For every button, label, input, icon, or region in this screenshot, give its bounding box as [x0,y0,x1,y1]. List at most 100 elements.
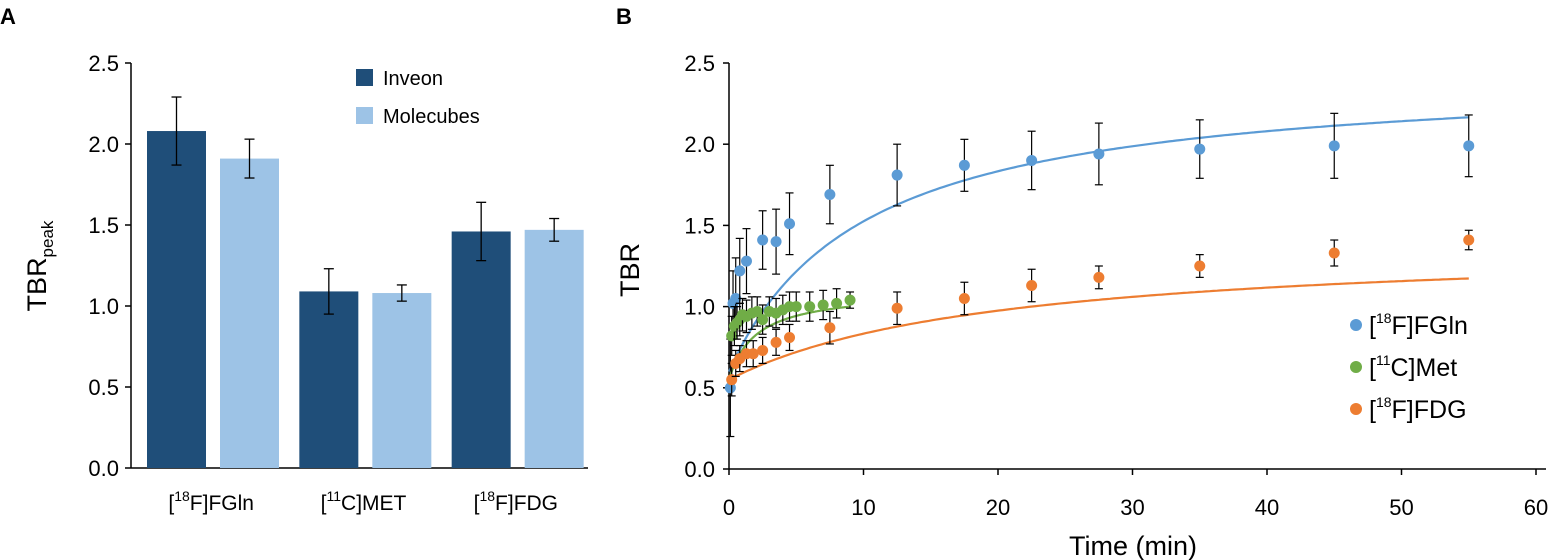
y-tick-label-a: 2.0 [88,132,119,157]
y-tick-label-a: 1.0 [88,294,119,319]
legend-swatch-molecubes [356,107,373,124]
data-point-cmet [817,299,829,311]
y-tick-label-b: 0.5 [684,376,715,401]
x-axis-title-b: Time (min) [1069,531,1197,560]
legend-label-ffgln-pre: [ [1369,312,1376,340]
data-point-ffdg [891,302,903,314]
bar-inveon [451,231,511,468]
legend-label-cmet-sup: 11 [1376,352,1391,368]
x-tick-label-b: 60 [1524,495,1548,520]
legend-label-ffgln: [18F]FGln [1369,310,1468,340]
chart-panel-b: 0.0 0.5 1.0 1.5 2.0 2.5 0 10 20 30 40 50 60 Time (min… [615,51,1548,560]
data-point-ffgln [724,382,736,394]
y-tick-label-b: 1.0 [684,295,715,320]
data-point-ffgln [734,265,746,277]
legend-label-ffgln-sup: 18 [1376,310,1392,326]
data-point-cmet [790,301,802,313]
data-point-ffdg [1194,260,1206,272]
data-point-ffgln [824,189,836,201]
data-point-ffdg [784,331,796,343]
bar-inveon [299,291,359,468]
data-point-ffgln [1194,143,1206,155]
data-point-ffgln [770,236,782,248]
y-tick-label-a: 1.5 [88,213,119,238]
data-point-ffdg [747,348,759,360]
y-tick-label-b: 2.5 [684,51,715,76]
category-label-post: F]FDG [495,492,558,515]
legend-marker-cmet [1350,361,1362,373]
x-tick-label-b: 30 [1120,495,1144,520]
data-point-ffgln [784,218,796,230]
x-tick-label-b: 40 [1255,495,1279,520]
category-label-pre: [ [321,492,327,515]
bar-inveon [147,131,206,469]
data-point-cmet [804,301,816,313]
category-label-pre: [ [474,492,480,515]
data-point-cmet [844,294,856,306]
data-point-cmet [831,297,843,309]
category-label-post: F]FGln [190,492,254,515]
data-point-ffgln [1328,140,1340,152]
x-tick-label-b: 0 [723,495,735,520]
data-point-ffgln [757,234,769,246]
y-tick-label-b: 0.0 [684,457,715,482]
fit-curve-ffdg [728,277,1469,381]
y-tick-label-b: 2.0 [684,132,715,157]
y-tick-label-a: 2.5 [88,51,119,76]
y-axis-title-a: TBRpeak [22,220,57,311]
bar-molecubes [220,158,279,468]
data-point-ffdg [1328,247,1340,259]
bar-molecubes [524,229,584,468]
data-point-ffdg [1093,271,1105,283]
y-tick-label-a: 0.0 [88,456,119,481]
category-label-sup: 11 [326,488,341,504]
legend-label-cmet-post: C]Met [1391,354,1458,382]
data-point-ffgln [740,255,752,267]
category-label: [18F]FDG [474,488,558,515]
x-tick-label-b: 10 [851,495,875,520]
legend-label-cmet: [11C]Met [1369,352,1457,382]
y-axis-title-sub: peak [38,220,57,257]
category-label-sup: 18 [174,488,190,504]
legend-label-ffdg-post: F]FDG [1392,396,1467,424]
data-point-ffdg [958,292,970,304]
data-point-cmet [757,314,769,326]
category-label: [11C]MET [321,488,407,515]
category-label-post: C]MET [341,492,407,515]
panel-a-letter: A [0,4,16,29]
data-point-ffdg [770,336,782,348]
data-point-ffgln [730,292,742,304]
legend-label-ffdg: [18F]FDG [1369,394,1467,424]
bar-molecubes [372,293,432,468]
data-point-ffgln [958,159,970,171]
y-axis-title-b: TBR [615,243,645,297]
y-axis-title-main: TBR [22,257,52,311]
panel-b-letter: B [616,4,632,29]
legend-marker-ffdg [1350,403,1362,415]
data-point-ffdg [1463,234,1475,246]
legend-label-ffgln-post: F]FGln [1392,312,1468,340]
y-tick-label-a: 0.5 [88,375,119,400]
data-point-ffdg [757,344,769,356]
data-point-ffdg [1026,279,1038,291]
legend-label-ffdg-sup: 18 [1376,394,1392,410]
legend-label-ffdg-pre: [ [1369,396,1376,424]
data-point-ffgln [1093,148,1105,160]
data-point-cmet [751,305,763,317]
data-point-ffgln [891,169,903,181]
category-label: [18F]FGln [168,488,254,515]
category-label-sup: 18 [479,488,495,504]
data-point-ffdg [824,322,836,334]
x-tick-label-b: 20 [986,495,1010,520]
category-label-pre: [ [168,492,174,515]
legend-marker-ffgln [1350,319,1362,331]
legend-label: Molecubes [383,106,480,128]
data-point-ffgln [1463,140,1475,152]
data-point-cmet [726,330,738,342]
legend-label-cmet-pre: [ [1369,354,1376,382]
x-tick-label-b: 50 [1389,495,1413,520]
legend-swatch-inveon [356,69,373,86]
data-point-ffgln [1026,154,1038,166]
